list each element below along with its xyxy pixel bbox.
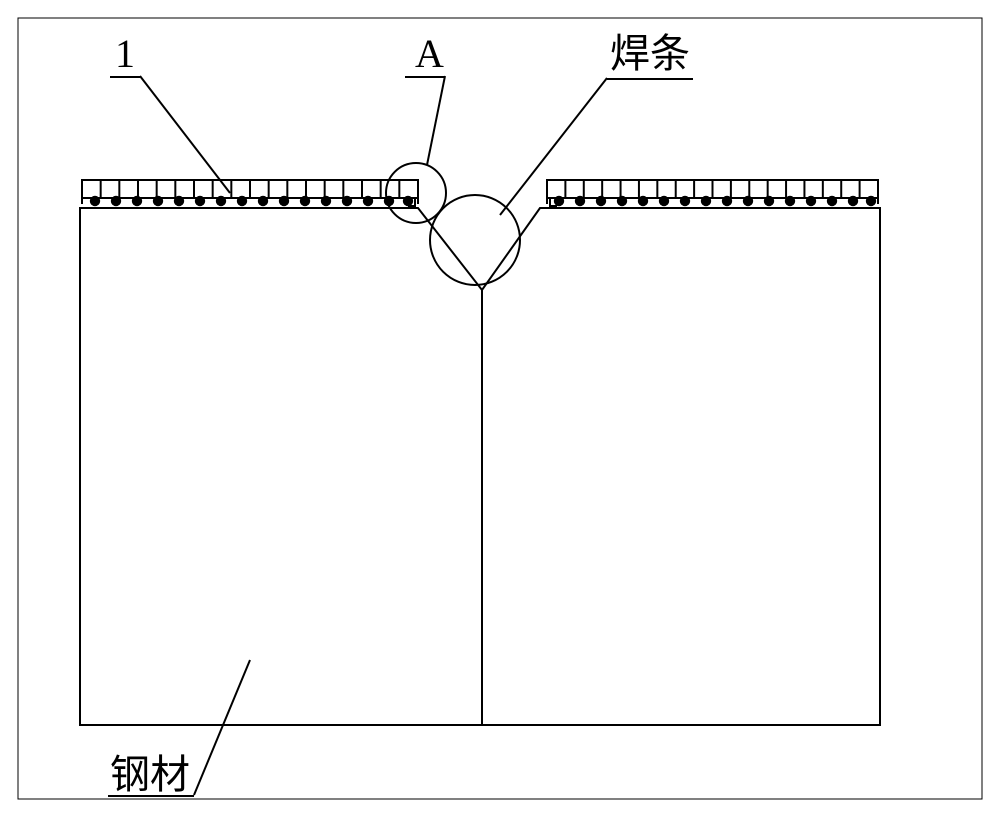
label-steel: 钢材 [110,755,190,795]
ul-steel [108,795,194,797]
ul-rod [607,78,693,80]
label-1: 1 [115,34,135,74]
label-a: A [415,34,444,74]
ul-a [405,76,445,78]
label-welding-rod: 焊条 [610,34,690,74]
callout-lines [0,0,1000,817]
figure-canvas: 1 A 焊条 钢材 [0,0,1000,817]
ul-1 [110,76,140,78]
